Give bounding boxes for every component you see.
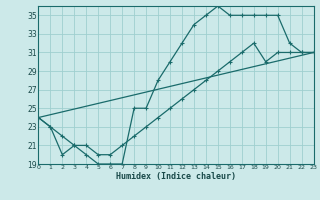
X-axis label: Humidex (Indice chaleur): Humidex (Indice chaleur) — [116, 172, 236, 181]
